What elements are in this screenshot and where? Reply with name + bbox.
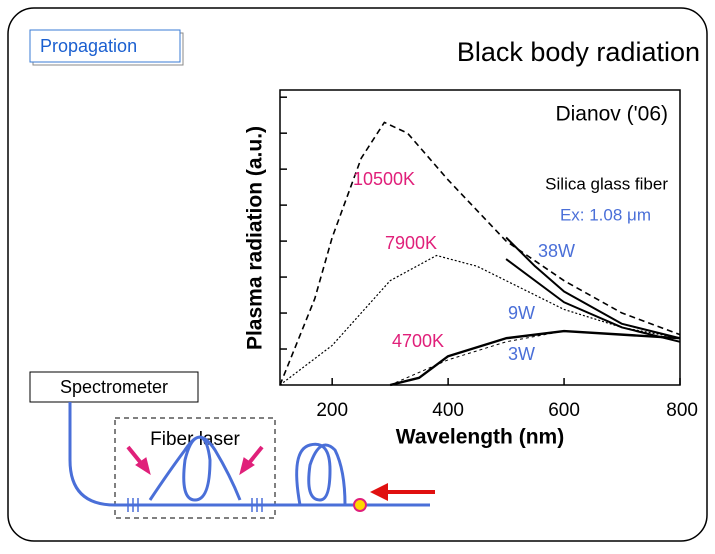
series-line	[389, 329, 681, 387]
slide-title: Black body radiation	[457, 37, 700, 67]
series-label: 9W	[508, 303, 535, 323]
annotation: Silica glass fiber	[545, 174, 668, 193]
x-tick-label: 200	[316, 400, 348, 421]
series-line	[279, 254, 681, 386]
x-tick-label: 600	[548, 400, 580, 421]
tag: Propagation	[40, 36, 137, 56]
series-label: 3W	[508, 344, 535, 364]
fiber-coil	[295, 442, 347, 506]
x-axis-label: Wavelength (nm)	[396, 426, 564, 449]
series-line	[279, 121, 681, 386]
laser-coil	[148, 435, 242, 502]
spectrometer-box	[29, 371, 199, 403]
annotation: Ex: 1.08 μm	[560, 205, 651, 224]
annotation: Dianov ('06)	[555, 103, 668, 126]
pump-arrows	[126, 445, 264, 476]
slide-frame	[7, 7, 708, 542]
input-arrowhead	[370, 483, 388, 501]
pump-arrowhead	[135, 457, 151, 476]
fiber	[68, 402, 430, 512]
series-label: 7900K	[385, 233, 437, 253]
tag-box	[29, 29, 181, 63]
plasma-spot	[353, 498, 367, 512]
series-line	[505, 236, 681, 340]
plot-frame	[279, 89, 681, 386]
grating	[127, 498, 263, 512]
fiber-line	[68, 402, 430, 507]
y-axis-label: Plasma radiation (a.u.)	[244, 126, 267, 350]
series-label: 38W	[538, 241, 575, 261]
pump-arrowhead	[239, 457, 255, 476]
series-label: 4700K	[392, 331, 444, 351]
series-label: 10500K	[353, 169, 415, 189]
x-tick-label: 400	[432, 400, 464, 421]
series-line	[505, 258, 681, 343]
x-tick-label: 800	[666, 400, 698, 421]
fiber-laser-box	[114, 417, 276, 519]
spectrometer-label: Spectrometer	[60, 377, 168, 397]
